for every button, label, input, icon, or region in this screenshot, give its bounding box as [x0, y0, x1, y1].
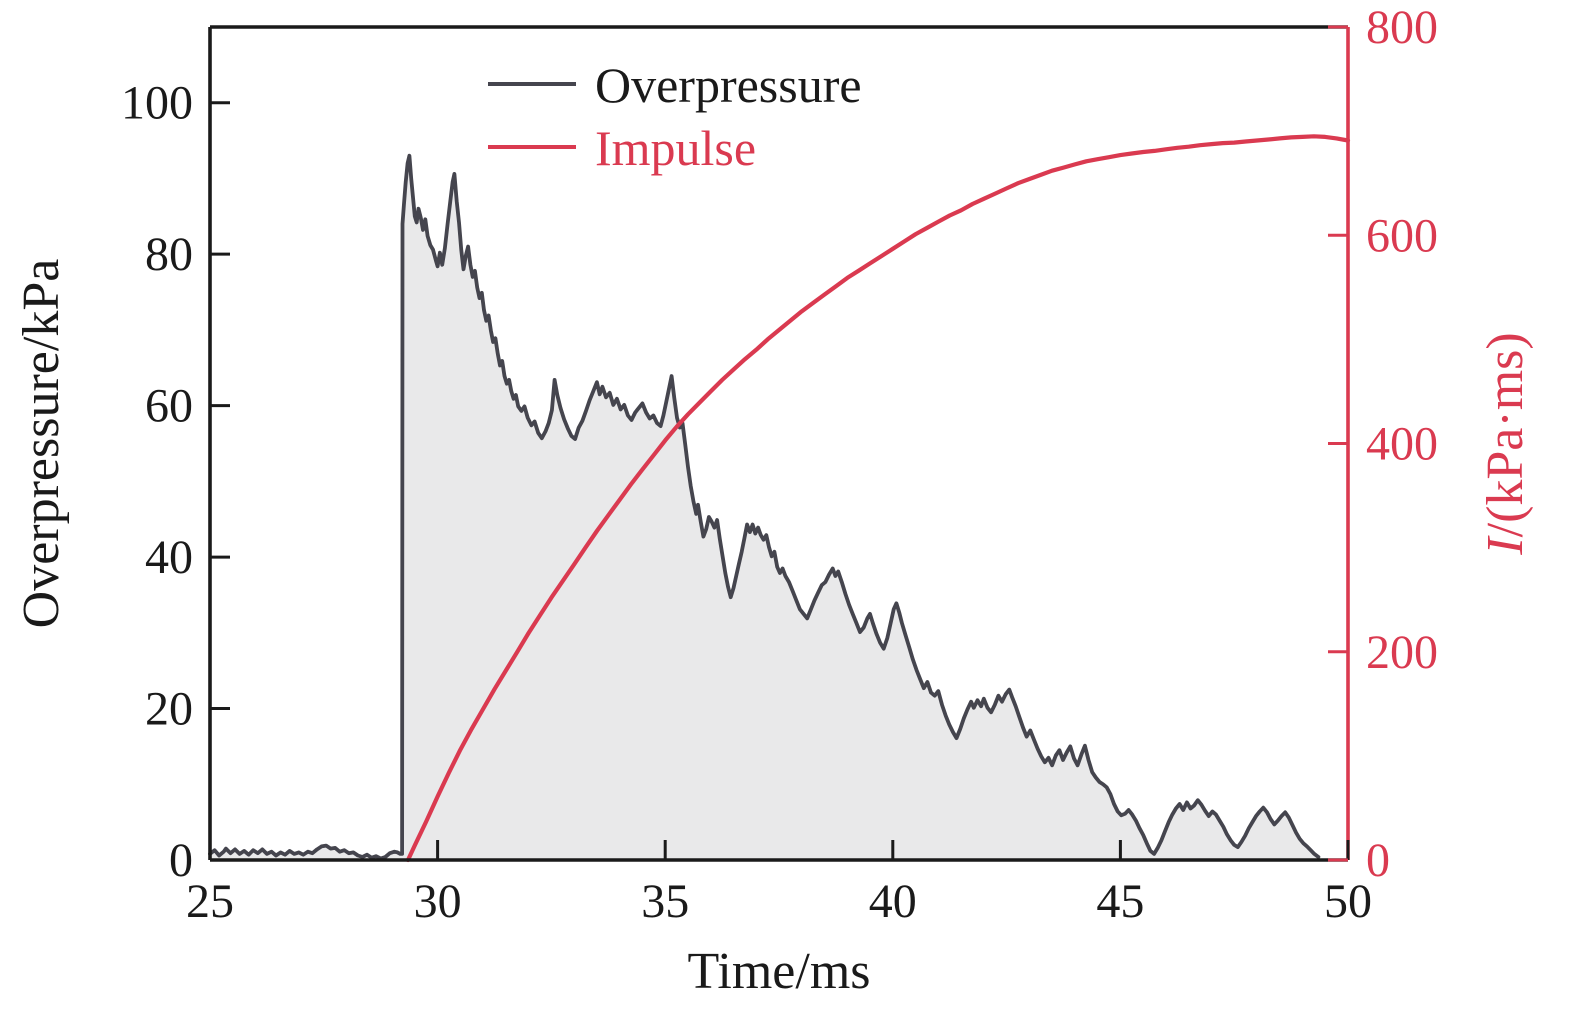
y-left-tick-label: 60	[145, 380, 193, 433]
y-right-tick-label: 600	[1366, 209, 1438, 262]
impulse-curve	[405, 134, 1351, 863]
x-axis-tick-label: 40	[869, 875, 917, 928]
y-left-tick-label: 80	[145, 228, 193, 281]
y-left-axis-title: Overpressure/kPa	[13, 259, 70, 629]
x-axis-tick-label: 30	[414, 875, 462, 928]
y-right-tick-label: 400	[1366, 418, 1438, 471]
y-right-tick-label: 800	[1366, 1, 1438, 54]
x-axis-tick-label: 25	[186, 875, 234, 928]
y-left-tick-label: 100	[121, 77, 193, 130]
y-right-tick-label: 0	[1366, 834, 1390, 887]
legend-label-impulse: Impulse	[595, 120, 756, 176]
x-axis-title: Time/ms	[687, 943, 870, 1000]
y-right-tick-label: 200	[1366, 626, 1438, 679]
y-left-tick-label: 40	[145, 531, 193, 584]
x-axis-tick-label: 50	[1324, 875, 1372, 928]
overpressure-curve	[208, 153, 1321, 861]
y-left-tick-label: 20	[145, 683, 193, 736]
y-left-tick-label: 0	[169, 834, 193, 887]
y-right-axis-title: I/(kPa·ms)	[1477, 332, 1534, 555]
x-axis-tick-label: 35	[641, 875, 689, 928]
legend-label-overpressure: Overpressure	[595, 57, 862, 113]
overpressure-fill	[210, 155, 1319, 860]
x-axis-tick-label: 45	[1096, 875, 1144, 928]
